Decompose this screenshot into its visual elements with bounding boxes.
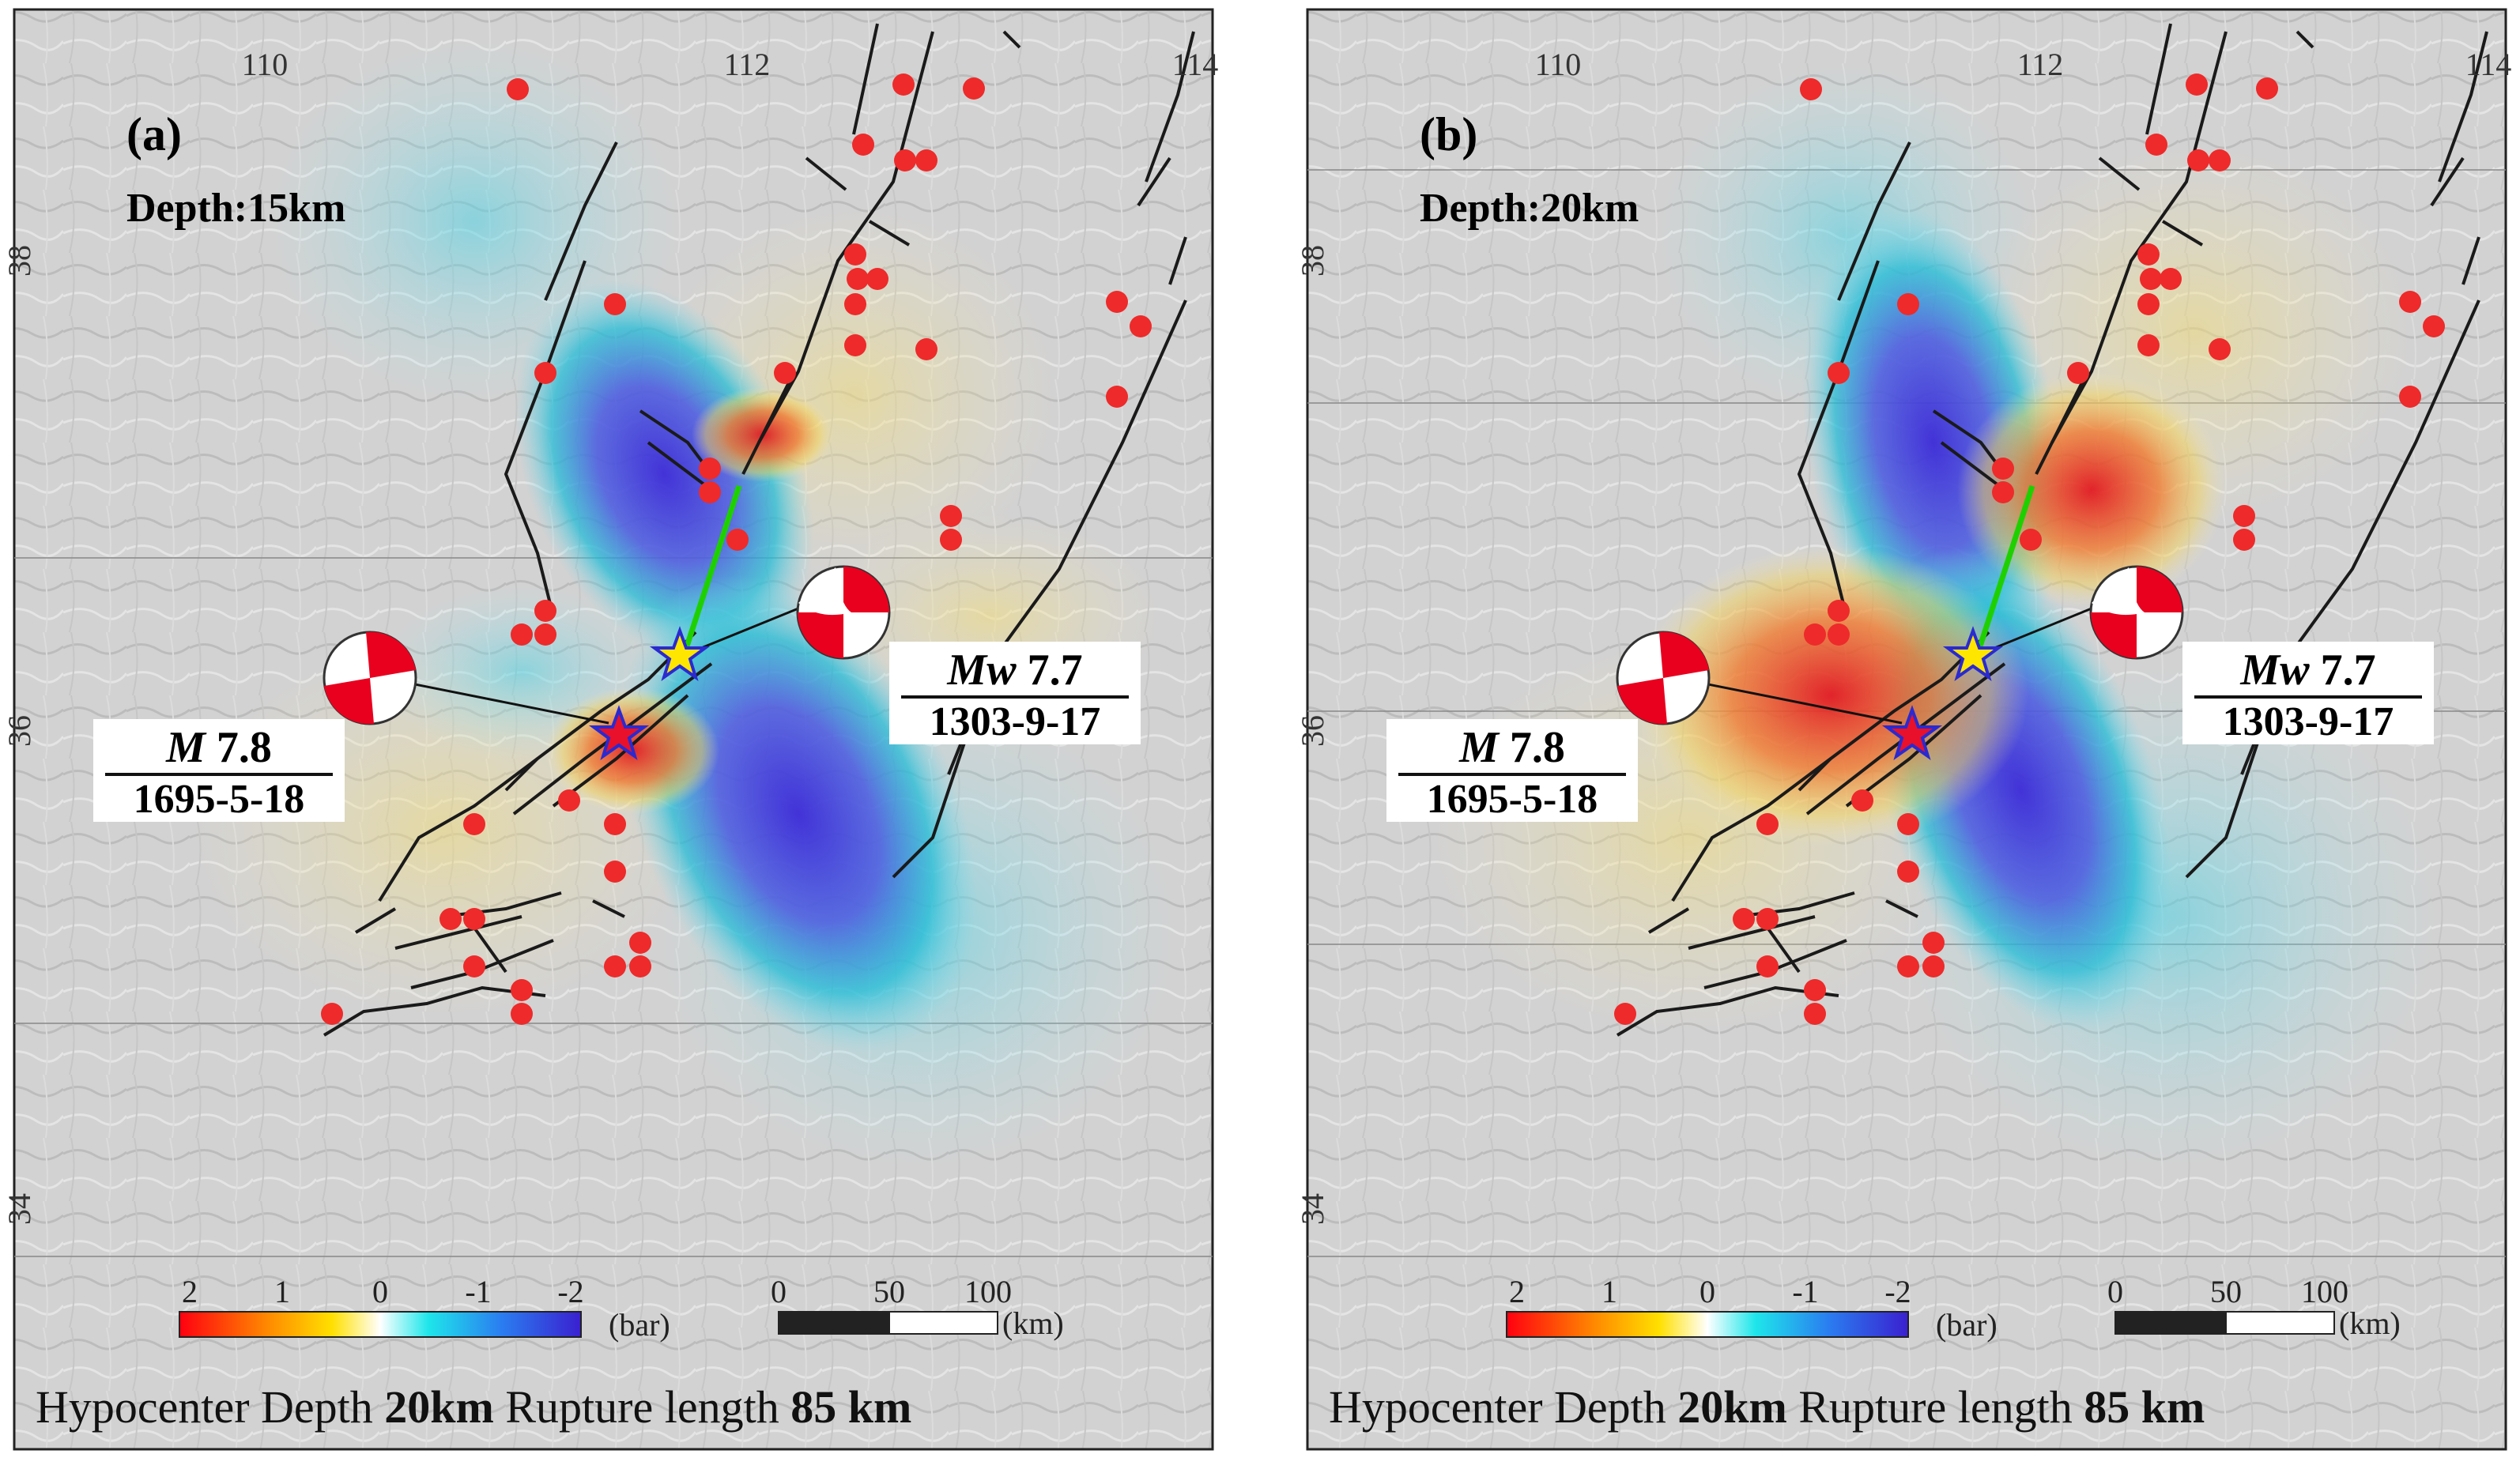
lon-tick: 110 [1535,47,1582,82]
rupture-line-1303 [1974,484,2035,657]
focal-mechanism-1303 [2089,565,2184,660]
svg-text:(bar): (bar) [1936,1307,1998,1343]
faults [323,23,1195,1037]
svg-text:0: 0 [372,1274,388,1309]
lon-tick: 112 [2017,47,2064,82]
svg-text:(bar): (bar) [609,1307,670,1343]
mag-type: M [1458,723,1500,772]
panel-b: (b) Depth:20km 110 112 114 38 36 34 Mw 7… [1295,8,2512,1451]
eq-date: 1695-5-18 [1427,777,1598,822]
stress-field [1428,63,2439,1170]
focal-mechanism-1695 [323,631,417,725]
svg-text:100: 100 [2301,1274,2348,1309]
svg-text:M 7.8: M 7.8 [165,723,272,772]
panel-label: (b) [1420,108,1477,160]
lon-tick: 114 [2465,47,2512,82]
svg-text:2: 2 [1509,1274,1525,1309]
svg-text:-1: -1 [465,1274,491,1309]
leader-line-1303 [1984,607,2092,654]
eq-label-1695: M 7.8 1695-5-18 [1386,719,1638,822]
svg-text:M 7.8: M 7.8 [1458,723,1565,772]
lon-tick: 110 [242,47,289,82]
lon-tick: 114 [1172,47,1219,82]
footer-caption: Hypocenter Depth 20km Rupture length 85 … [1329,1381,2205,1433]
epicenter-star-1303 [1942,626,2004,681]
epicenter-star-1695 [1881,705,1943,760]
svg-text:(km): (km) [2339,1305,2401,1341]
svg-text:-2: -2 [557,1274,583,1309]
svg-text:0: 0 [2107,1274,2123,1309]
svg-text:50: 50 [2210,1274,2242,1309]
lon-tick: 112 [724,47,771,82]
panel-a: (a) Depth:15km 110 112 114 38 36 34 Mw 7… [2,8,1219,1451]
epicenter-star-1303 [649,626,711,681]
historical-events [1614,73,2445,1025]
mag-type: Mw [2239,646,2310,695]
colorbar: 2 1 0 -1 -2 (bar) [1506,1274,1998,1343]
faults [1616,23,2488,1037]
eq-label-1303: Mw 7.7 1303-9-17 [2182,642,2434,744]
eq-date: 1303-9-17 [2223,699,2394,744]
svg-text:50: 50 [873,1274,905,1309]
mag-type: Mw [946,646,1017,695]
focal-mechanism-1303 [796,565,891,660]
lat-tick: 34 [2,1193,37,1225]
epicenter-star-1695 [588,705,650,760]
mag-value: 7.7 [2321,646,2376,695]
svg-text:(km): (km) [1002,1305,1064,1341]
mag-value: 7.7 [1028,646,1083,695]
lat-tick: 34 [1295,1193,1330,1225]
eq-label-1303: Mw 7.7 1303-9-17 [889,642,1141,744]
svg-text:Mw 7.7: Mw 7.7 [946,646,1082,695]
svg-text:1: 1 [274,1274,290,1309]
lat-tick: 38 [1295,245,1330,277]
lat-tick: 36 [2,715,37,747]
footer-caption: Hypocenter Depth 20km Rupture length 85 … [36,1381,911,1433]
eq-date: 1303-9-17 [930,699,1101,744]
mag-value: 7.8 [1510,723,1565,772]
leader-line-1303 [691,607,799,654]
svg-text:-1: -1 [1792,1274,1818,1309]
depth-label: Depth:15km [126,186,345,231]
svg-text:2: 2 [182,1274,198,1309]
mag-type: M [165,723,207,772]
eq-label-1695: M 7.8 1695-5-18 [93,719,345,822]
svg-text:1: 1 [1601,1274,1617,1309]
lat-tick: 38 [2,245,37,277]
depth-label: Depth:20km [1420,186,1639,231]
svg-text:0: 0 [1699,1274,1715,1309]
lat-tick: 36 [1295,715,1330,747]
mag-value: 7.8 [217,723,272,772]
svg-text:Mw 7.7: Mw 7.7 [2239,646,2375,695]
rupture-line-1303 [681,484,742,657]
historical-events [321,73,1152,1025]
svg-text:0: 0 [771,1274,787,1309]
focal-mechanism-1695 [1616,631,1711,725]
scale-bar: 0 50 100 (km) [771,1274,1064,1341]
colorbar: 2 1 0 -1 -2 (bar) [179,1274,670,1343]
svg-text:100: 100 [964,1274,1012,1309]
scale-bar: 0 50 100 (km) [2107,1274,2401,1341]
svg-text:-2: -2 [1884,1274,1911,1309]
eq-date: 1695-5-18 [134,777,305,822]
panel-label: (a) [126,108,182,160]
